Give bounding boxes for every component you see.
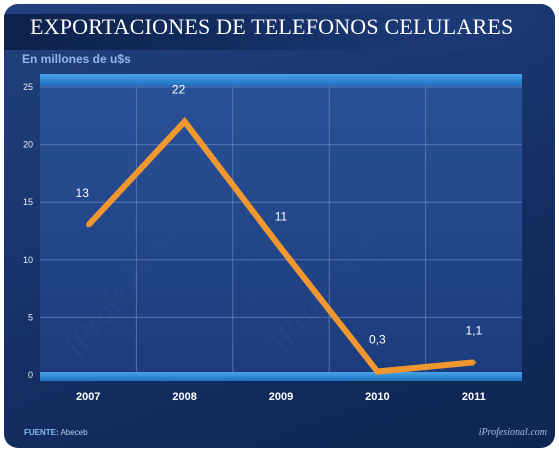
x-tick-label: 2010: [365, 391, 389, 403]
data-point: [86, 223, 91, 228]
y-tick-label: 20: [23, 140, 33, 150]
source-value: Abeceb: [60, 428, 88, 437]
plot-area: iProfesional.com iProfesional.com: [40, 74, 522, 381]
title-bar: [4, 14, 555, 50]
y-tick-label: 25: [23, 82, 33, 92]
plot-top-bar: [40, 74, 522, 86]
x-tick-label: 2007: [76, 391, 100, 403]
plot-bottom-bar: [40, 372, 522, 381]
data-point: [471, 360, 476, 365]
y-tick-label: 0: [28, 370, 33, 380]
chart-subtitle: En millones de u$s: [22, 52, 131, 66]
data-point: [375, 369, 380, 374]
data-point: [279, 246, 283, 251]
y-axis-ticks: 0 5 10 15 20 25: [23, 82, 33, 380]
x-tick-label: 2011: [462, 391, 486, 403]
chart-title: EXPORTACIONES DE TELEFONOS CELULARES: [30, 14, 514, 39]
x-tick-label: 2009: [269, 391, 293, 403]
source-note: FUENTE: Abeceb: [24, 428, 88, 437]
plot-background: [40, 75, 522, 375]
y-tick-label: 15: [23, 197, 33, 207]
data-label: 13: [76, 186, 90, 200]
brand-credit: iProfesional.com: [478, 427, 547, 438]
data-label: 11: [275, 209, 288, 223]
x-axis-ticks: 2007 2008 2009 2010 2011: [76, 391, 486, 403]
data-label: 0,3: [369, 333, 386, 347]
source-label: FUENTE:: [24, 428, 59, 437]
series-layer: 13 22 11 0,3 1,1: [76, 83, 482, 375]
y-tick-label: 5: [28, 312, 33, 322]
y-tick-label: 10: [23, 255, 33, 265]
data-point: [182, 119, 187, 124]
data-label: 22: [172, 83, 186, 97]
x-tick-label: 2008: [172, 391, 196, 403]
gridlines: [40, 86, 522, 375]
data-label: 1,1: [465, 323, 482, 337]
